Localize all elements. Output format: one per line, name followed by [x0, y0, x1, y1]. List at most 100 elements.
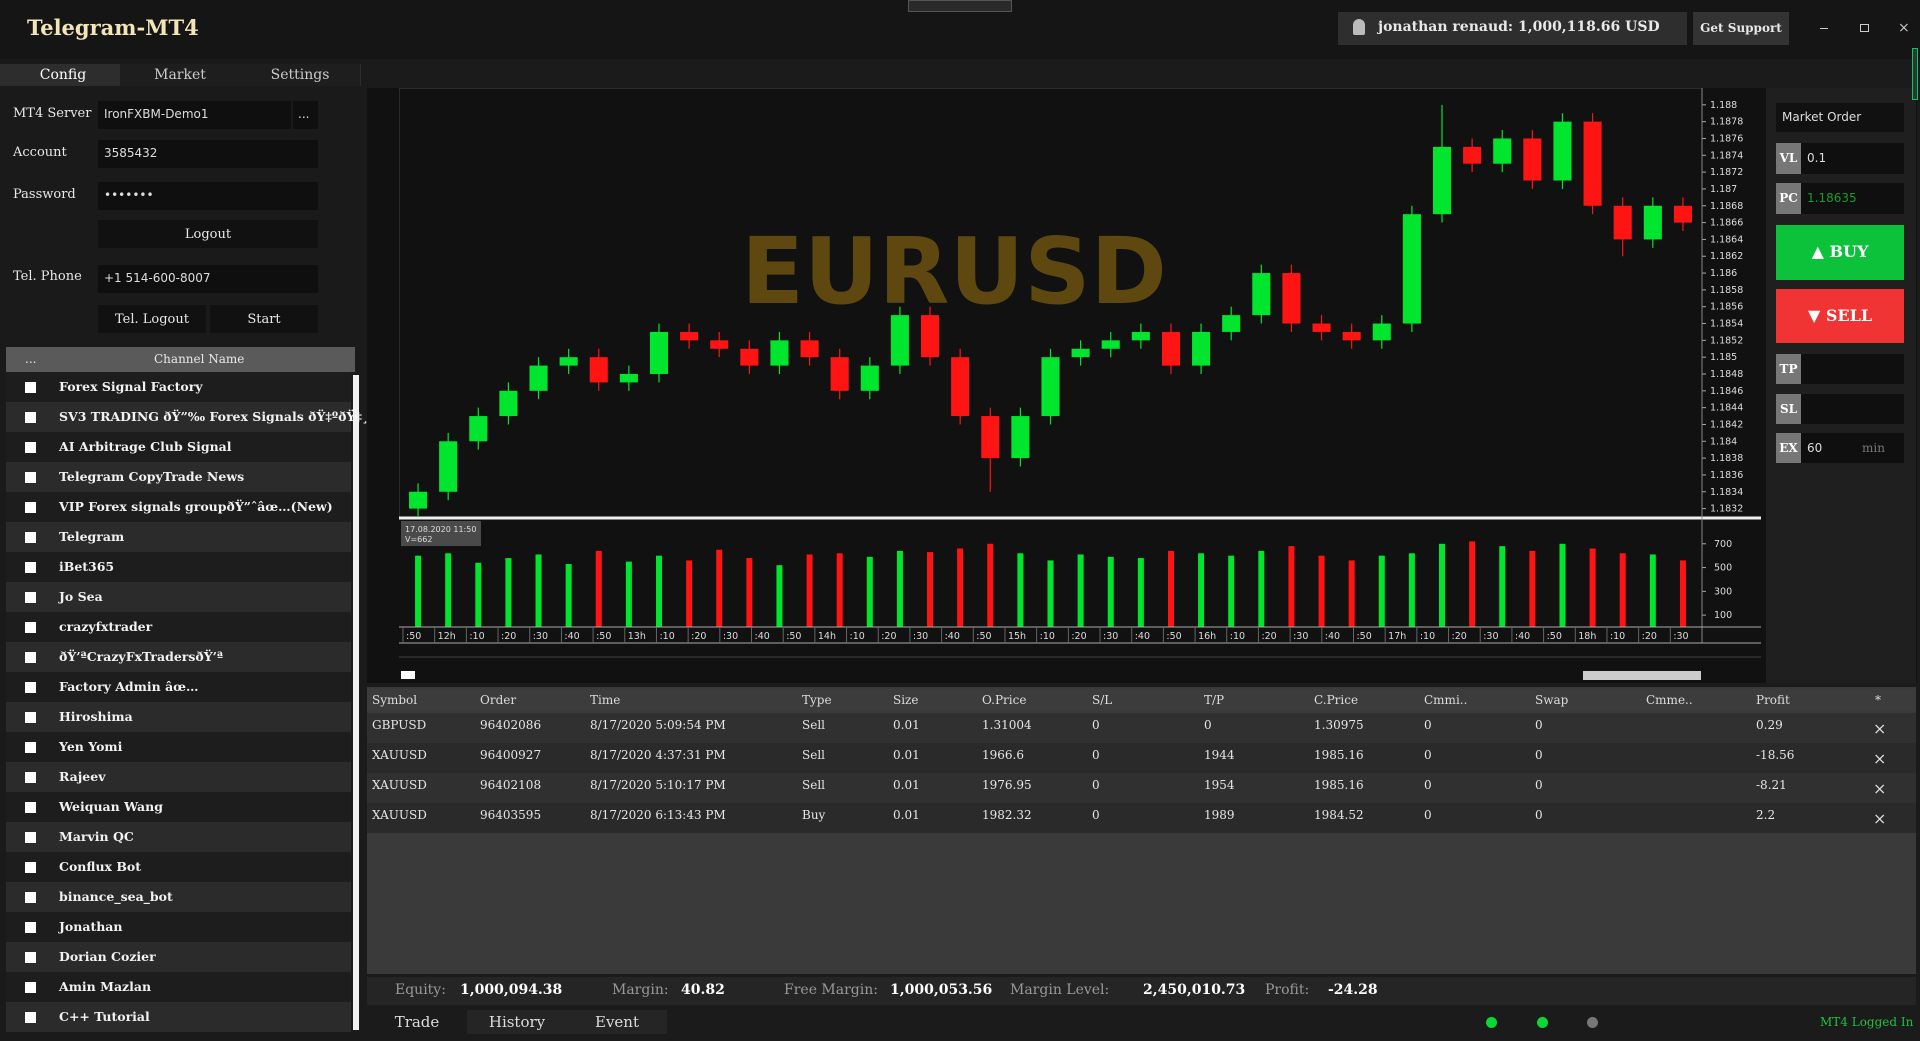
- channel-row[interactable]: Marvin QC: [6, 822, 351, 852]
- tab[interactable]: Config: [0, 64, 126, 86]
- checkbox[interactable]: [25, 622, 36, 633]
- candle-body: [800, 340, 819, 358]
- order-type-select[interactable]: Market Order: [1776, 103, 1904, 132]
- channel-row[interactable]: ðŸ’ªCrazyFxTradersðŸ’ª: [6, 642, 351, 672]
- password-input[interactable]: •••••••: [98, 182, 318, 210]
- close-order-button[interactable]: ×: [1873, 719, 1887, 738]
- summary-value: 40.82: [681, 982, 725, 998]
- left-tabs: Config Market Settings: [0, 64, 361, 86]
- checkbox[interactable]: [25, 952, 36, 963]
- channel-row[interactable]: SV3 TRADING ðŸ”‰ Forex Signals ðŸ‡ºðŸ‡¸ …: [6, 402, 381, 432]
- order-row[interactable]: GBPUSD 96402086 8/17/2020 5:09:54 PM Sell 0.…: [367, 713, 1916, 743]
- x-tick-label: :50: [976, 631, 991, 642]
- candle-body: [469, 416, 488, 442]
- tp-input[interactable]: [1801, 354, 1904, 384]
- checkbox[interactable]: [25, 442, 36, 453]
- server-select[interactable]: IronFXBM-Demo1: [98, 101, 291, 129]
- tab[interactable]: Settings: [240, 64, 360, 86]
- close-order-button[interactable]: ×: [1873, 779, 1887, 798]
- channel-row[interactable]: C++ Tutorial: [6, 1002, 351, 1032]
- volume-input[interactable]: 0.1: [1801, 143, 1904, 174]
- order-row[interactable]: XAUUSD 96403595 8/17/2020 6:13:43 PM Buy 0.0…: [367, 803, 1916, 833]
- channel-row[interactable]: Yen Yomi: [6, 732, 351, 762]
- column-header: *: [1875, 693, 1881, 707]
- checkbox[interactable]: [25, 772, 36, 783]
- volume-bar: [1469, 541, 1476, 627]
- tab[interactable]: Trade: [367, 1010, 467, 1034]
- candle-body: [559, 357, 578, 366]
- expiry-unit: min: [1862, 441, 1885, 455]
- logout-button[interactable]: Logout: [98, 220, 318, 248]
- order-cell: 1989: [1204, 808, 1235, 822]
- price-input[interactable]: 1.18635: [1801, 183, 1904, 214]
- scrollbar[interactable]: [353, 375, 359, 1030]
- channel-row[interactable]: AI Arbitrage Club Signal: [6, 432, 351, 462]
- channel-row[interactable]: Conflux Bot: [6, 852, 351, 882]
- checkbox[interactable]: [25, 1012, 36, 1023]
- maximize-button[interactable]: [1860, 24, 1869, 32]
- channel-row[interactable]: binance_sea_bot: [6, 882, 351, 912]
- x-tick-label: :40: [1325, 631, 1340, 642]
- checkbox[interactable]: [25, 892, 36, 903]
- channel-row[interactable]: Telegram CopyTrade News: [6, 462, 351, 492]
- channel-row[interactable]: Hiroshima: [6, 702, 351, 732]
- minimize-button[interactable]: [1820, 28, 1828, 29]
- tab[interactable]: Event: [567, 1010, 667, 1034]
- drag-handle[interactable]: [908, 0, 1012, 12]
- phone-input[interactable]: +1 514-600-8007: [98, 265, 318, 293]
- server-more-button[interactable]: ...: [293, 101, 318, 129]
- channel-row[interactable]: Dorian Cozier: [6, 942, 351, 972]
- checkbox[interactable]: [25, 652, 36, 663]
- channel-name: Jo Sea: [59, 589, 103, 604]
- sell-button[interactable]: ▼ SELL: [1776, 289, 1904, 343]
- candle-body: [981, 416, 1000, 459]
- checkbox[interactable]: [25, 592, 36, 603]
- close-order-button[interactable]: ×: [1873, 809, 1887, 828]
- checkbox[interactable]: [25, 502, 36, 513]
- channel-row[interactable]: crazyfxtrader: [6, 612, 351, 642]
- order-row[interactable]: XAUUSD 96400927 8/17/2020 4:37:31 PM Sell 0.…: [367, 743, 1916, 773]
- checkbox[interactable]: [25, 532, 36, 543]
- close-button[interactable]: ×: [1898, 20, 1910, 36]
- get-support-button[interactable]: Get Support: [1693, 12, 1789, 45]
- start-button[interactable]: Start: [210, 305, 318, 333]
- checkbox[interactable]: [25, 922, 36, 933]
- tel-logout-button[interactable]: Tel. Logout: [98, 305, 206, 333]
- tab[interactable]: History: [467, 1010, 567, 1034]
- channel-row[interactable]: VIP Forex signals groupðŸ”ˆâœ…(New): [6, 492, 351, 522]
- channel-row[interactable]: Factory Admin âœ…: [6, 672, 351, 702]
- checkbox[interactable]: [25, 412, 36, 423]
- buy-button[interactable]: ▲ BUY: [1776, 225, 1904, 280]
- checkbox[interactable]: [25, 802, 36, 813]
- x-tick-label: :30: [533, 631, 548, 642]
- checkbox[interactable]: [25, 682, 36, 693]
- window-scrollbar[interactable]: [1912, 48, 1918, 100]
- checkbox[interactable]: [25, 862, 36, 873]
- column-header: O.Price: [982, 693, 1027, 707]
- channel-row[interactable]: Telegram: [6, 522, 351, 552]
- channel-row[interactable]: Jonathan: [6, 912, 351, 942]
- checkbox[interactable]: [25, 982, 36, 993]
- checkbox[interactable]: [25, 472, 36, 483]
- volume-bar: [1589, 548, 1596, 627]
- channel-row[interactable]: Weiquan Wang: [6, 792, 351, 822]
- channel-row[interactable]: Amin Mazlan: [6, 972, 351, 1002]
- checkbox[interactable]: [25, 712, 36, 723]
- checkbox[interactable]: [25, 382, 36, 393]
- channel-row[interactable]: Rajeev: [6, 762, 351, 792]
- checkbox[interactable]: [25, 742, 36, 753]
- checkbox[interactable]: [25, 832, 36, 843]
- checkbox[interactable]: [25, 562, 36, 573]
- expiry-input[interactable]: 60: [1801, 433, 1904, 463]
- x-tick-label: :50: [1356, 631, 1371, 642]
- column-header: C.Price: [1314, 693, 1359, 707]
- candle-body: [499, 390, 518, 417]
- account-input[interactable]: 3585432: [98, 140, 318, 168]
- channel-row[interactable]: Forex Signal Factory: [6, 372, 351, 402]
- tab[interactable]: Market: [120, 64, 240, 86]
- sl-input[interactable]: [1801, 394, 1904, 424]
- channel-row[interactable]: iBet365: [6, 552, 351, 582]
- close-order-button[interactable]: ×: [1873, 749, 1887, 768]
- order-row[interactable]: XAUUSD 96402108 8/17/2020 5:10:17 PM Sell 0.…: [367, 773, 1916, 803]
- channel-row[interactable]: Jo Sea: [6, 582, 351, 612]
